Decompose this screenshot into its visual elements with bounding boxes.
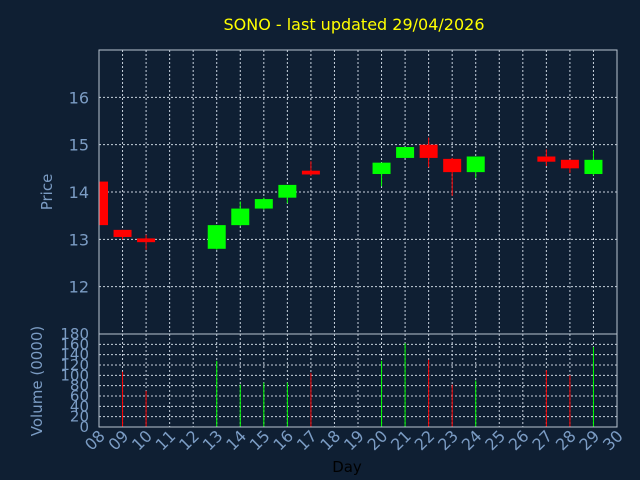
candle-body [443, 158, 462, 173]
x-tick-label: 30 [599, 426, 627, 454]
price-tick-label: 15 [69, 136, 89, 155]
volume-tick-label: 60 [70, 387, 89, 405]
volume-frame [98, 333, 618, 428]
volume-tick-label: 40 [70, 397, 89, 415]
candle-body [419, 144, 438, 158]
candle-body [560, 159, 579, 169]
price-tick-label: 13 [69, 230, 89, 249]
volume-tick-label: 100 [60, 366, 89, 384]
candle [278, 184, 297, 204]
volume-tick-label: 160 [60, 335, 89, 353]
volume-grid [98, 333, 618, 428]
candle [537, 149, 556, 166]
day-x-ticks: 0809101112131415161718192021222324252627… [81, 426, 627, 454]
candle [113, 229, 132, 240]
volume-tick-label: 120 [60, 356, 89, 374]
candle [443, 157, 462, 196]
candle-body [254, 199, 273, 209]
candle [98, 181, 108, 226]
candle [396, 147, 415, 158]
price-y-ticks: 12 13 14 15 16 [69, 88, 89, 296]
candle-body [113, 229, 132, 237]
candle-body [372, 162, 391, 175]
candle [372, 162, 391, 187]
price-axis-label: Price [38, 174, 56, 211]
volume-bars [122, 343, 594, 427]
candle [231, 201, 250, 227]
volume-tick-label: 80 [70, 377, 89, 395]
volume-tick-label: 140 [60, 346, 89, 364]
candle-body [137, 238, 156, 243]
candle [254, 197, 273, 210]
price-panel: 12 13 14 15 16 [69, 49, 618, 335]
price-tick-label: 16 [69, 88, 89, 107]
candle-body [99, 181, 108, 226]
candle [301, 161, 320, 176]
price-tick-label: 14 [69, 183, 89, 202]
candle-body [396, 147, 415, 158]
candle-body [207, 225, 226, 249]
candle [207, 225, 226, 250]
price-grid [98, 50, 618, 334]
volume-tick-label: 0 [79, 418, 89, 436]
price-tick-label: 12 [69, 278, 89, 297]
volume-tick-label: 20 [70, 408, 89, 426]
candle [466, 156, 485, 178]
candle [137, 234, 156, 250]
candle-body [584, 159, 603, 175]
candle [584, 150, 603, 176]
candle-body [278, 184, 297, 198]
candle-body [231, 208, 250, 226]
candle [560, 159, 579, 174]
volume-axis-label: Volume (0000) [28, 326, 46, 436]
candles [98, 137, 603, 250]
candle-body [537, 156, 556, 162]
chart-title: SONO - last updated 29/04/2026 [223, 15, 484, 34]
volume-tick-label: 180 [60, 325, 89, 343]
candle-body [301, 170, 320, 175]
candle-body [466, 156, 485, 173]
day-axis-label: Day [332, 458, 362, 476]
candle [419, 137, 438, 168]
